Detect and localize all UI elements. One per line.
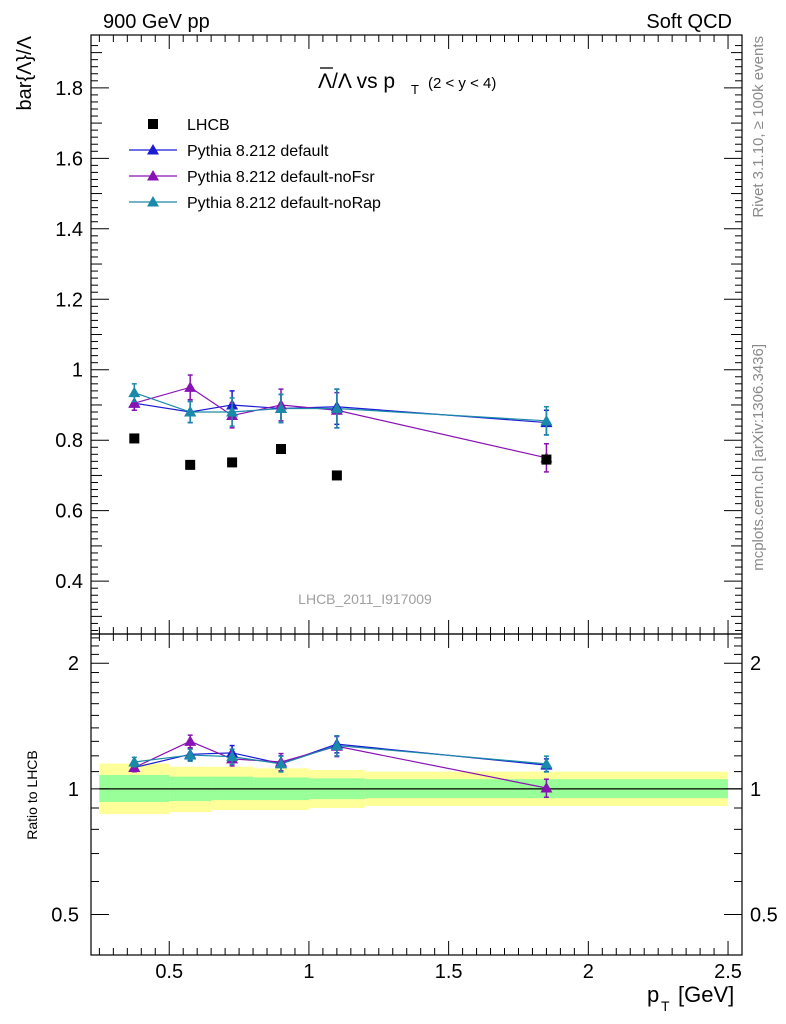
ratio-point (540, 781, 553, 793)
mc-point (274, 402, 287, 413)
ratio-y-tick-label: 0.5 (51, 905, 79, 927)
rivet-label: Rivet 3.1.10, ≥ 100k events (750, 36, 767, 218)
header-left: 900 GeV pp (103, 11, 210, 33)
mc-point (184, 381, 197, 392)
x-tick-label: 1.5 (435, 961, 463, 983)
data-point (227, 457, 238, 468)
ratio-ticks: 0.5 1 1.5 2 2.5 0.5 0.5 1 1 2 2 (51, 634, 778, 983)
series-line (134, 392, 547, 422)
y-tick-label: 1.8 (55, 78, 83, 100)
xlabel-unit: [GeV] (678, 982, 734, 1007)
legend: LHCB Pythia 8.212 default Pythia 8.212 def… (129, 117, 381, 212)
data-point (331, 470, 342, 481)
legend-marker-triangle (147, 170, 159, 181)
legend-marker-triangle (147, 196, 159, 207)
main-title: Λ/Λ vs p T (2 < y < 4) (318, 67, 496, 97)
mc-point (330, 402, 343, 413)
mc-point (540, 414, 553, 426)
mc-point (128, 386, 141, 398)
y-tick-label: 0.8 (55, 430, 83, 452)
ratio-xlabel: p T [GeV] (647, 982, 734, 1014)
ratio-panel: 0.5 1 1.5 2 2.5 0.5 0.5 1 1 2 2 Ratio to LHCB p T … (24, 633, 778, 1014)
mc-point (128, 397, 141, 408)
x-tick-label: 2 (583, 961, 594, 983)
ratio-series-line (134, 744, 547, 765)
main-ticks: 0.4 0.6 0.8 1 1.2 1.4 1.6 1.8 (55, 35, 743, 634)
ratio-point (226, 750, 239, 762)
main-marks (128, 374, 553, 481)
xlabel-main: p (647, 982, 659, 1007)
y-tick-label: 1.4 (55, 219, 83, 241)
legend-label: Pythia 8.212 default (187, 143, 329, 160)
ratio-y-tick-label-right: 1 (750, 779, 761, 801)
ratio-point (274, 757, 287, 769)
ratio-frame (90, 633, 743, 956)
ratio-point (184, 735, 197, 746)
title-range: (2 < y < 4) (428, 75, 496, 92)
title-main: Λ/Λ vs p (318, 70, 395, 93)
x-tick-label: 1 (303, 961, 314, 983)
y-tick-label: 1 (72, 360, 83, 382)
series-line (134, 386, 547, 459)
legend-label: LHCB (187, 117, 230, 134)
legend-label: Pythia 8.212 default-noRap (187, 195, 381, 212)
ratio-bands (99, 763, 742, 815)
legend-marker-triangle (147, 144, 159, 155)
ratio-marks (128, 734, 553, 798)
analysis-watermark: LHCB_2011_I917009 (298, 591, 432, 607)
header-right: Soft QCD (646, 11, 732, 33)
main-ylabel: bar{Λ}/Λ (14, 35, 36, 110)
main-panel: 0.4 0.6 0.8 1 1.2 1.4 1.6 1.8 Λ/Λ vs p T (2 < y… (14, 34, 743, 635)
xlabel-subscript: T (661, 998, 670, 1014)
x-tick-label: 0.5 (155, 961, 183, 983)
ratio-y-tick-label: 1 (68, 779, 79, 801)
y-tick-label: 0.4 (55, 571, 83, 593)
y-tick-label: 1.2 (55, 289, 83, 311)
data-point (541, 454, 552, 465)
legend-marker-square (148, 119, 158, 129)
data-point (275, 444, 286, 455)
ratio-y-tick-label-right: 2 (750, 653, 761, 675)
legend-label: Pythia 8.212 default-noFsr (187, 169, 375, 186)
y-tick-label: 0.6 (55, 501, 83, 523)
ratio-point (540, 757, 553, 769)
data-point (129, 433, 140, 444)
y-tick-label: 1.6 (55, 148, 83, 170)
ratio-point (184, 749, 197, 760)
series-line (134, 402, 547, 424)
ratio-point (128, 755, 141, 767)
ratio-y-tick-label-right: 0.5 (750, 905, 778, 927)
mc-point (226, 406, 239, 417)
ratio-point (330, 739, 343, 751)
x-tick-label: 2.5 (714, 961, 742, 983)
mc-point (184, 406, 197, 417)
data-point (185, 459, 196, 470)
ratio-y-tick-label: 2 (68, 653, 79, 675)
mcplots-label: mcplots.cern.ch [arXiv:1306.3436] (750, 344, 767, 571)
ratio-ylabel: Ratio to LHCB (24, 750, 40, 839)
title-subscript: T (411, 82, 419, 97)
